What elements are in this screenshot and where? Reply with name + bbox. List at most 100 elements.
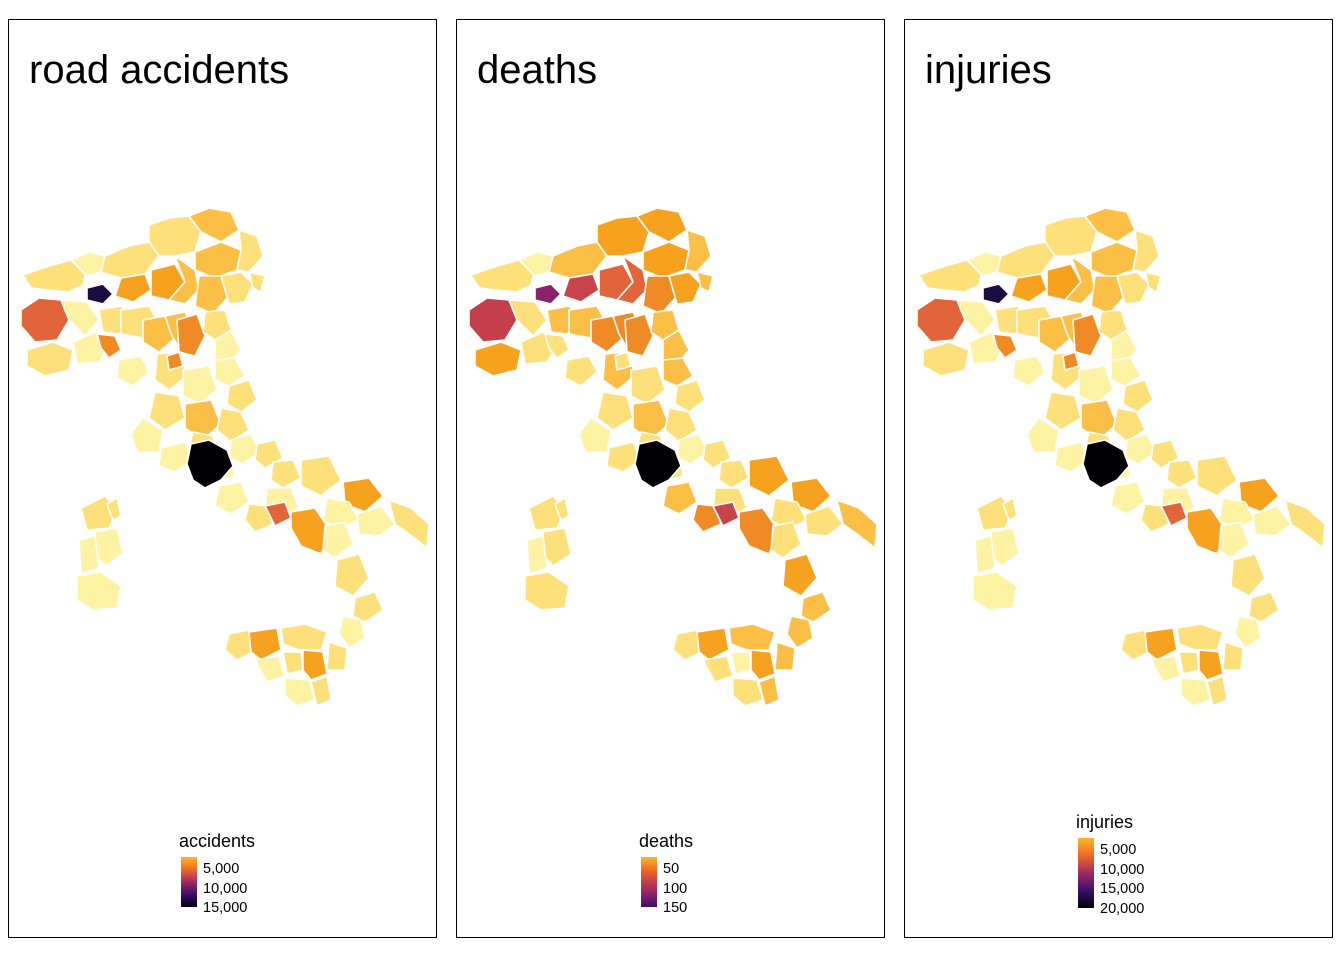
legend-color-bar bbox=[1078, 838, 1094, 908]
region-bologna bbox=[1072, 313, 1102, 357]
region-catanzaro bbox=[338, 615, 366, 649]
region-messina bbox=[1176, 623, 1224, 651]
region-reggio bbox=[774, 641, 796, 671]
region-foggia bbox=[748, 455, 790, 497]
region-turin bbox=[916, 297, 966, 343]
region-viterbo bbox=[1054, 441, 1090, 473]
region-catanzaro bbox=[1234, 615, 1262, 649]
region-venice bbox=[220, 271, 254, 305]
legend-title: injuries bbox=[1076, 812, 1134, 832]
region-ragusa bbox=[732, 677, 764, 707]
region-verona bbox=[194, 275, 230, 315]
region-north-west bbox=[470, 259, 536, 293]
region-parma bbox=[590, 315, 624, 353]
region-pesaro bbox=[214, 357, 246, 387]
region-perugia bbox=[184, 399, 222, 441]
region-verona bbox=[642, 275, 678, 315]
region-ragusa bbox=[1180, 677, 1212, 707]
region-cosenza bbox=[334, 553, 370, 597]
region-genoa bbox=[544, 333, 570, 359]
legend-label: 15,000 bbox=[203, 900, 248, 916]
region-macerata bbox=[1112, 407, 1146, 443]
region-palermo bbox=[248, 627, 282, 661]
legend-label: 150 bbox=[663, 900, 688, 916]
region-siena bbox=[596, 391, 634, 431]
region-turin bbox=[20, 297, 70, 343]
region-oristano bbox=[526, 535, 548, 575]
region-genoa bbox=[992, 333, 1018, 359]
legend-title: accidents bbox=[179, 831, 256, 851]
region-grosseto bbox=[130, 417, 164, 453]
region-prato bbox=[1062, 351, 1080, 371]
region-salerno bbox=[738, 507, 780, 555]
region-pesaro bbox=[1110, 357, 1142, 387]
region-bari bbox=[342, 477, 384, 513]
legend-color-bar bbox=[181, 857, 197, 907]
panel-title: injuries bbox=[925, 48, 1052, 92]
region-olbia bbox=[554, 497, 570, 521]
region-palermo bbox=[1144, 627, 1178, 661]
region-crotone bbox=[1248, 591, 1280, 623]
region-catania bbox=[750, 649, 776, 681]
region-ancona bbox=[1122, 379, 1154, 413]
region-reggio bbox=[1222, 641, 1244, 671]
region-prato bbox=[166, 351, 184, 371]
region-rome bbox=[634, 439, 682, 489]
region-salerno bbox=[1186, 507, 1228, 555]
region-cosenza bbox=[1230, 553, 1266, 597]
region-perugia bbox=[632, 399, 670, 441]
region-olbia bbox=[106, 497, 122, 521]
region-reggio bbox=[326, 641, 348, 671]
region-potenza bbox=[1218, 521, 1250, 559]
region-trieste bbox=[696, 271, 714, 293]
region-cagliari bbox=[76, 571, 122, 611]
region-milan bbox=[982, 283, 1010, 305]
legend-label: 100 bbox=[663, 881, 688, 897]
region-bologna bbox=[176, 313, 206, 357]
region-taranto bbox=[356, 505, 396, 537]
legend-label: 10,000 bbox=[1100, 862, 1145, 878]
region-brescia bbox=[168, 255, 200, 305]
legend-color-bar bbox=[641, 857, 657, 907]
region-venice bbox=[1116, 271, 1150, 305]
region-salerno bbox=[290, 507, 332, 555]
region-perugia bbox=[1080, 399, 1118, 441]
region-rome bbox=[186, 439, 234, 489]
region-trapani bbox=[224, 629, 254, 661]
color-legend: accidents 5,000 10,000 15,000 bbox=[179, 831, 256, 915]
region-bat bbox=[770, 497, 808, 531]
region-siracusa bbox=[310, 675, 332, 707]
panel-title: road accidents bbox=[29, 48, 290, 92]
region-potenza bbox=[322, 521, 354, 559]
legend-label: 5,000 bbox=[1100, 842, 1137, 858]
map-panel-accidents: road accidents bbox=[8, 19, 437, 938]
region-parma bbox=[142, 315, 176, 353]
region-cuneo bbox=[26, 341, 74, 377]
region-milan bbox=[534, 283, 562, 305]
region-ancona bbox=[674, 379, 706, 413]
legend-label: 50 bbox=[663, 861, 680, 877]
region-varese bbox=[562, 273, 600, 303]
region-milan bbox=[86, 283, 114, 305]
region-caserta bbox=[692, 503, 722, 533]
region-bari bbox=[1238, 477, 1280, 513]
region-oristano bbox=[974, 535, 996, 575]
region-arezzo bbox=[182, 365, 218, 405]
region-friuli bbox=[1132, 229, 1160, 273]
region-grosseto bbox=[578, 417, 612, 453]
region-catania bbox=[1198, 649, 1224, 681]
region-ravenna bbox=[214, 329, 242, 365]
region-foggia bbox=[300, 455, 342, 497]
region-brescia bbox=[1064, 255, 1096, 305]
region-pescara bbox=[1166, 459, 1198, 489]
region-enna bbox=[282, 651, 304, 675]
region-catanzaro bbox=[786, 615, 814, 649]
region-friuli bbox=[236, 229, 264, 273]
region-messina bbox=[280, 623, 328, 651]
region-messina bbox=[728, 623, 776, 651]
region-lecce bbox=[388, 499, 430, 549]
region-ancona bbox=[226, 379, 258, 413]
region-lucca bbox=[564, 355, 598, 387]
region-grosseto bbox=[1026, 417, 1060, 453]
legend-label: 5,000 bbox=[203, 861, 240, 877]
